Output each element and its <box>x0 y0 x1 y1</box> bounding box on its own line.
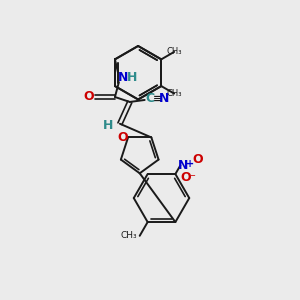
Text: C: C <box>145 92 154 106</box>
Text: H: H <box>103 119 113 132</box>
Text: CH₃: CH₃ <box>167 47 182 56</box>
Text: O: O <box>193 153 203 166</box>
Text: H: H <box>127 71 137 84</box>
Text: ≡: ≡ <box>153 94 162 104</box>
Text: O: O <box>118 131 128 144</box>
Text: CH₃: CH₃ <box>167 89 182 98</box>
Text: O: O <box>84 91 94 103</box>
Text: N: N <box>118 71 128 84</box>
Text: ⁻: ⁻ <box>189 173 195 183</box>
Text: N: N <box>159 92 170 106</box>
Text: N: N <box>178 159 188 172</box>
Text: +: + <box>186 160 194 170</box>
Text: CH₃: CH₃ <box>120 231 137 240</box>
Text: O: O <box>180 171 190 184</box>
